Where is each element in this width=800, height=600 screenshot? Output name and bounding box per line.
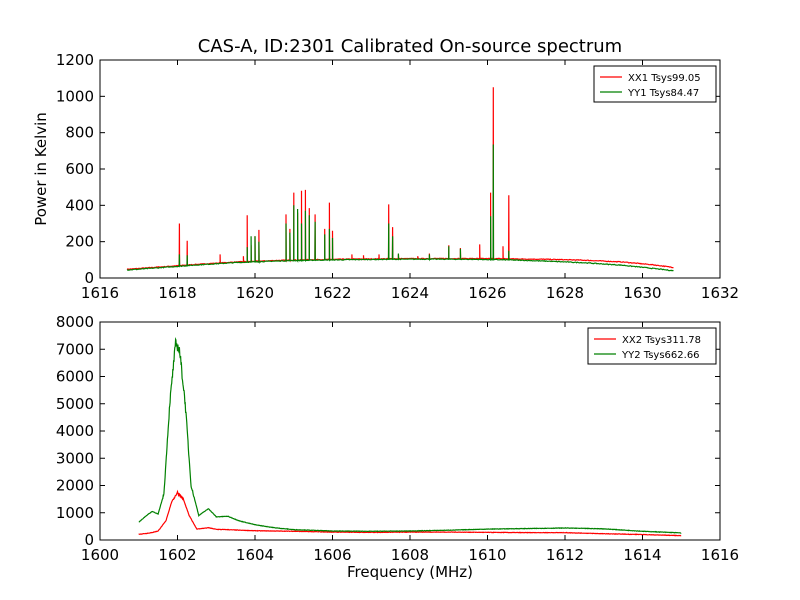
y-tick-label: 5000 (56, 395, 94, 413)
x-tick-label: 1618 (158, 284, 196, 302)
legend-label: YY1 Tsys84.47 (627, 88, 699, 99)
series-line-2 (138, 337, 682, 534)
x-tick-label: 1628 (546, 284, 584, 302)
x-axis-label: Frequency (MHz) (347, 563, 473, 581)
y-tick-label: 1000 (56, 87, 94, 105)
legend-label: YY2 Tsys662.66 (621, 350, 700, 361)
y-tick-label: 3000 (56, 449, 94, 467)
series-line-1 (138, 489, 682, 537)
x-tick-label: 1604 (236, 546, 274, 564)
y-tick-label: 200 (65, 233, 94, 251)
y-tick-label: 600 (65, 160, 94, 178)
x-tick-label: 1630 (623, 284, 661, 302)
x-tick-label: 1620 (236, 284, 274, 302)
x-tick-label: 1612 (546, 546, 584, 564)
y-tick-label: 800 (65, 124, 94, 142)
x-tick-label: 1602 (158, 546, 196, 564)
y-tick-label: 6000 (56, 368, 94, 386)
x-tick-label: 1610 (468, 546, 506, 564)
y-tick-label: 1000 (56, 504, 94, 522)
legend-box (587, 327, 717, 365)
y-tick-label: 7000 (56, 340, 94, 358)
legend-label: XX2 Tsys311.78 (622, 335, 701, 346)
x-tick-label: 1626 (468, 284, 506, 302)
x-tick-label: 1614 (623, 546, 661, 564)
x-tick-label: 1622 (313, 284, 351, 302)
x-tick-label: 1632 (701, 284, 739, 302)
y-axis-label: Power in Kelvin (32, 112, 50, 226)
legend-box (593, 65, 717, 103)
bottom-panel: 1600 1602 1604 1606 1608 1610 1612 1614 1616 0 100… (56, 313, 739, 581)
chart-title: CAS-A, ID:2301 Calibrated On-source spec… (198, 36, 622, 57)
series-line-2 (126, 144, 674, 272)
x-tick-label: 1616 (701, 546, 739, 564)
y-tick-label: 2000 (56, 477, 94, 495)
x-tick-label: 1600 (81, 546, 119, 564)
x-tick-label: 1606 (313, 546, 351, 564)
x-tick-label: 1608 (391, 546, 429, 564)
x-tick-label: 1616 (81, 284, 119, 302)
top-panel: 1616 1618 1620 1622 1624 1626 1628 1630 1632 0 200… (32, 51, 739, 302)
y-tick-label: 0 (84, 531, 94, 549)
legend-label: XX1 Tsys99.05 (628, 73, 701, 84)
y-tick-label: 1200 (56, 51, 94, 69)
x-tick-label: 1624 (391, 284, 429, 302)
y-tick-label: 400 (65, 196, 94, 214)
y-tick-label: 4000 (56, 422, 94, 440)
y-tick-label: 0 (84, 269, 94, 287)
y-tick-label: 8000 (56, 313, 94, 331)
